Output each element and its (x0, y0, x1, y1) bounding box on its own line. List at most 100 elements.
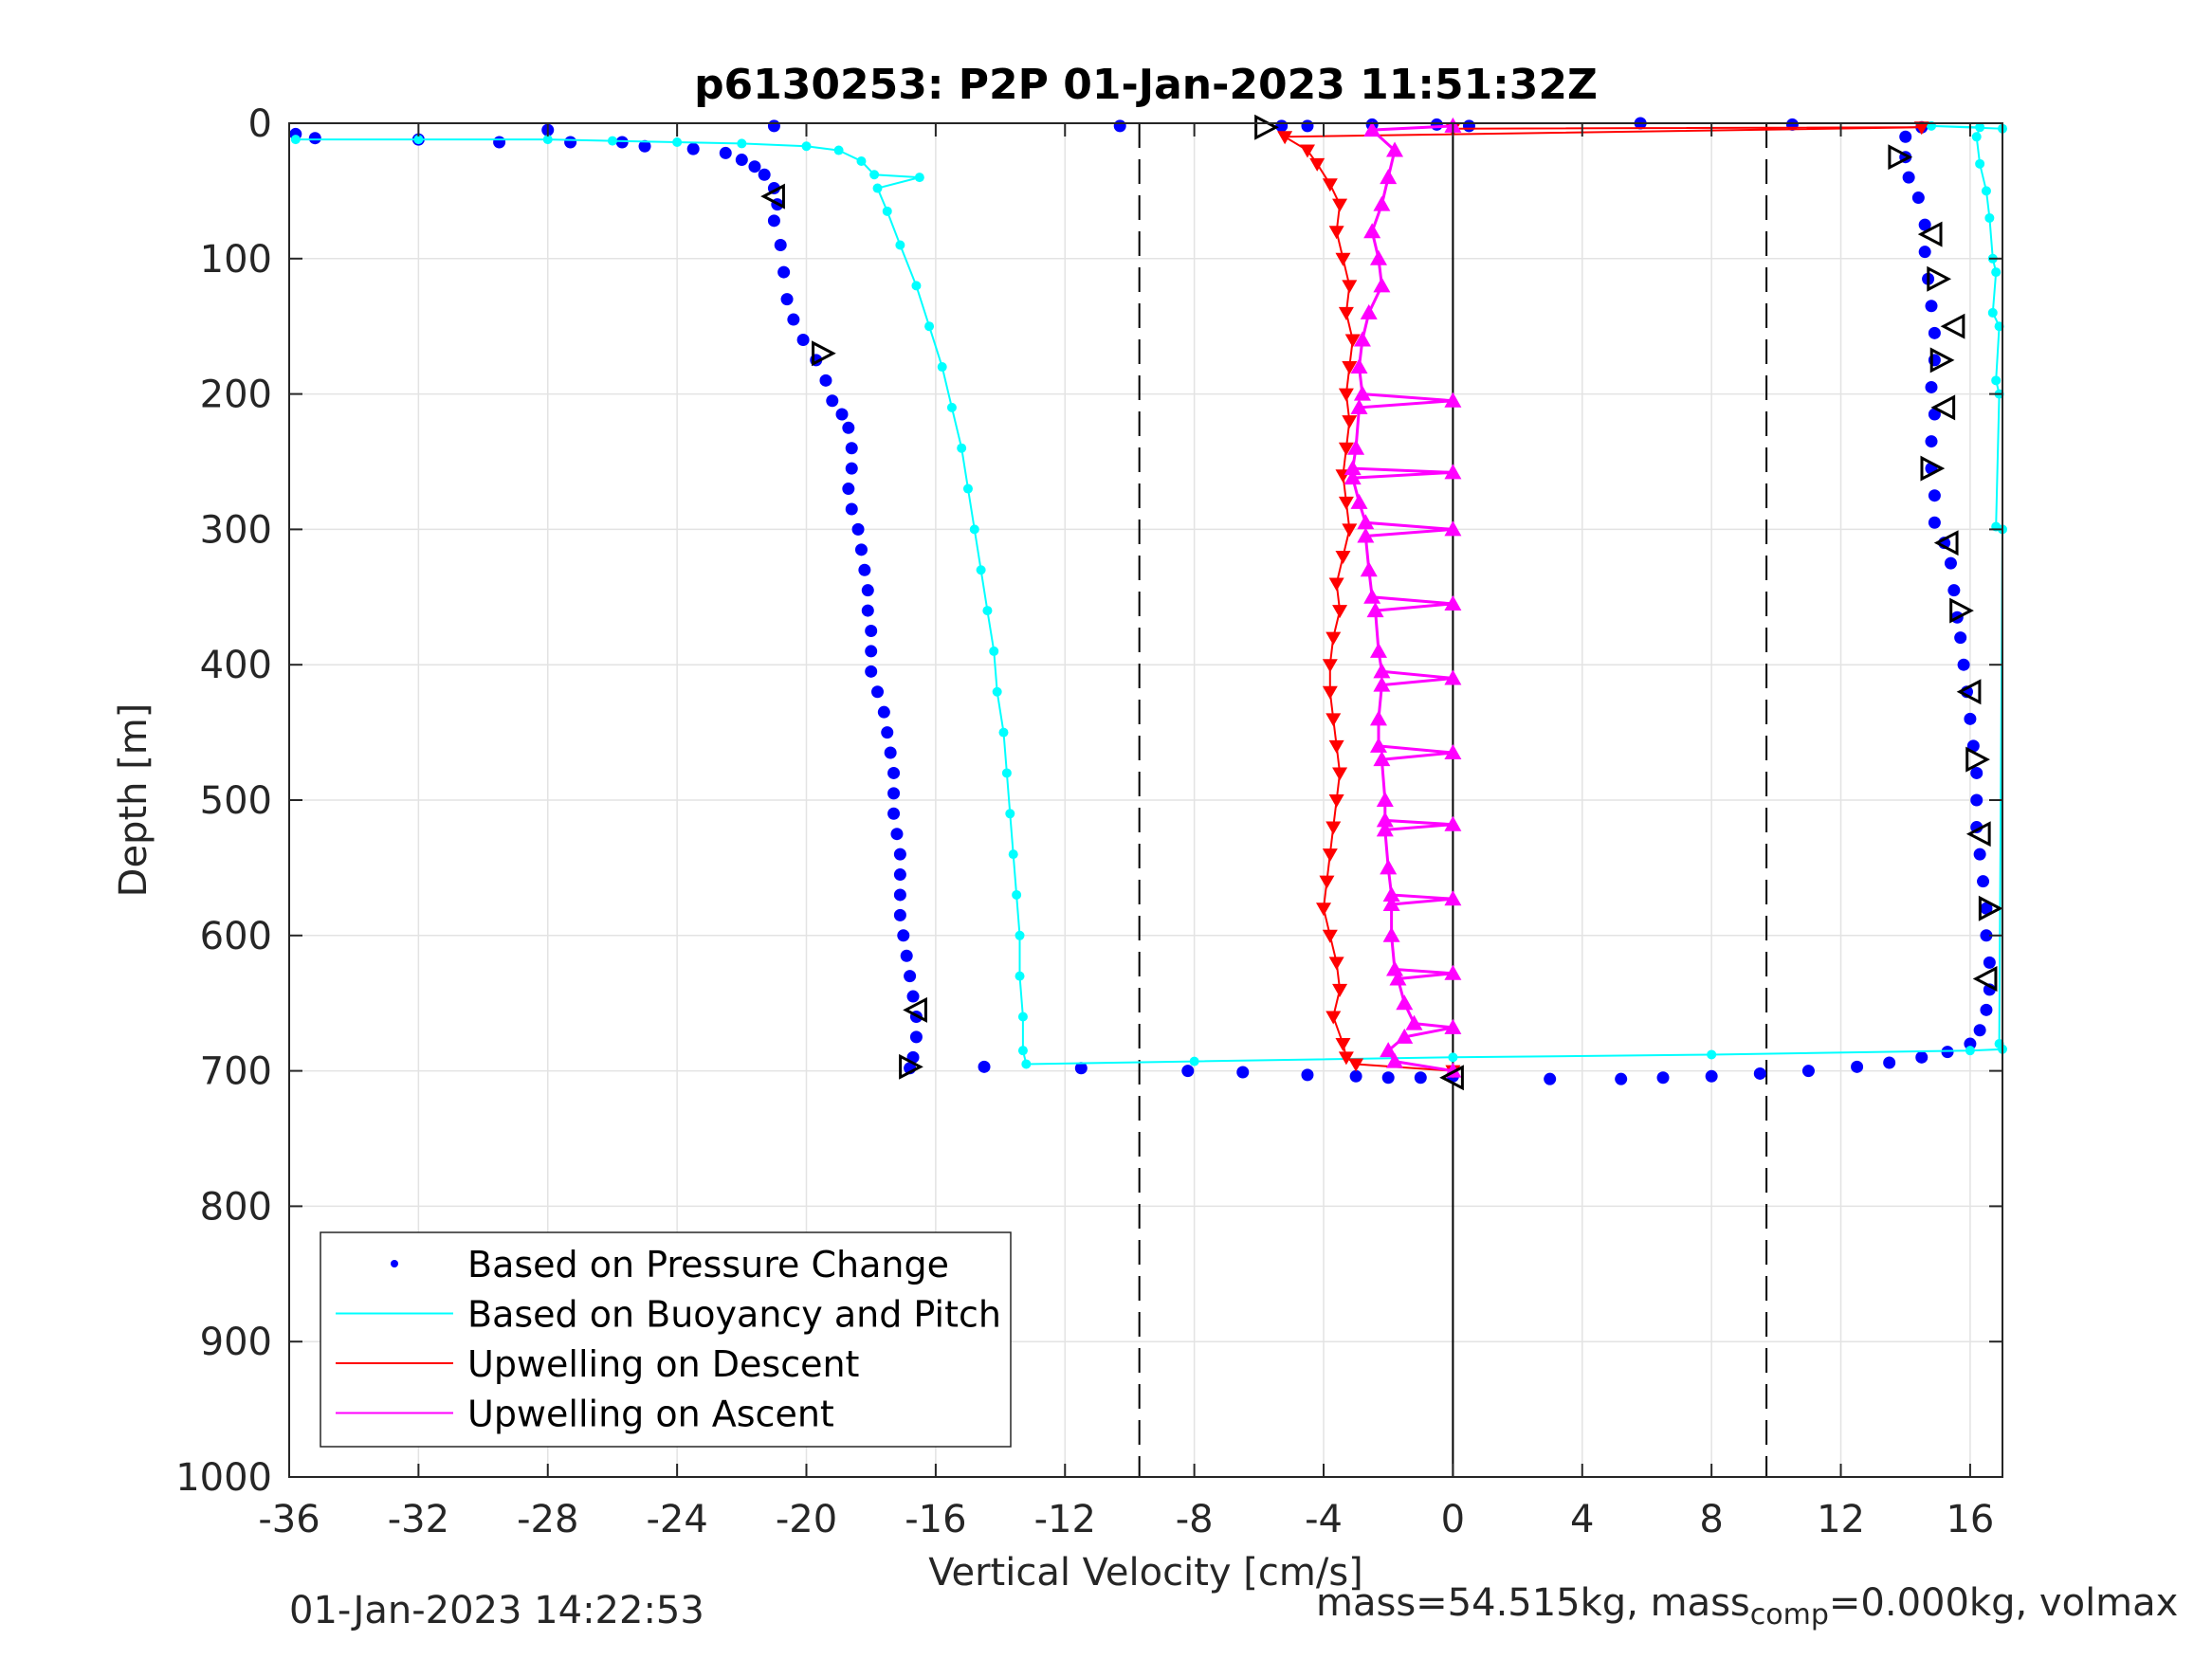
data-point (1360, 303, 1378, 319)
data-point (887, 787, 901, 800)
data-point (1015, 971, 1025, 981)
x-tick-label: 12 (1817, 1498, 1865, 1541)
data-point (845, 502, 858, 516)
data-point (1980, 902, 1993, 915)
data-point (1325, 1011, 1342, 1025)
data-point (1444, 1018, 1462, 1034)
data-point (1376, 792, 1394, 807)
y-tick-label: 500 (200, 779, 272, 823)
reference-lines (1138, 123, 1768, 1477)
data-point (735, 154, 748, 167)
data-point (1405, 1014, 1423, 1030)
data-point (1925, 300, 1938, 313)
data-point (1444, 392, 1462, 408)
data-point (1335, 252, 1351, 266)
data-point (1338, 388, 1354, 402)
x-tick-label: -20 (776, 1498, 837, 1541)
y-tick-label: 600 (200, 915, 272, 958)
data-point (1350, 493, 1368, 509)
data-point (893, 868, 906, 882)
data-point (1957, 658, 1970, 671)
data-point (1328, 957, 1344, 971)
data-point (906, 990, 920, 1003)
profile-marker (903, 996, 927, 1023)
data-point (1973, 848, 1986, 861)
x-tick-label: -12 (1034, 1498, 1096, 1541)
axis-ticks: -36 -32 -28 -24 -20 -16 -12 -8 -4 0 4 8 12 16 0 100 200 3… (175, 102, 2002, 1541)
data-point (978, 1060, 991, 1073)
data-point (1925, 380, 1938, 393)
data-point (1444, 815, 1462, 831)
data-point (865, 665, 878, 678)
data-point (865, 625, 878, 637)
data-point (1189, 1056, 1199, 1066)
data-point (872, 183, 883, 193)
data-point (1396, 994, 1414, 1011)
data-point (1181, 1065, 1195, 1078)
data-point (900, 949, 913, 962)
data-point (904, 970, 917, 983)
data-point (1707, 1049, 1717, 1060)
x-tick-label: -36 (258, 1498, 320, 1541)
data-point (1975, 158, 1985, 169)
data-point (1299, 144, 1315, 158)
legend-swatch (391, 1260, 398, 1267)
data-point (290, 135, 301, 145)
data-point (1338, 306, 1354, 320)
data-point (758, 168, 771, 181)
profile-marker (1972, 966, 1998, 992)
data-point (686, 142, 700, 155)
data-point (1444, 594, 1462, 611)
data-point (1369, 737, 1387, 753)
data-point (1928, 516, 1941, 529)
data-point (914, 173, 924, 183)
data-point (982, 606, 993, 616)
footer-mass-info: mass=54.515kg, masscomp=0.000kg, volmax (1316, 1581, 2178, 1632)
profile-marker (1933, 530, 1959, 556)
data-point (861, 584, 874, 597)
data-point (1338, 442, 1354, 456)
data-point (845, 462, 858, 475)
data-point (865, 645, 878, 658)
data-point (1915, 1050, 1929, 1064)
data-point (777, 265, 791, 279)
data-point (780, 293, 794, 306)
legend: Based on Pressure Change Based on Buoyanc… (320, 1231, 1012, 1448)
x-tick-label: -8 (1176, 1498, 1214, 1541)
data-point (1332, 198, 1348, 212)
y-tick-label: 700 (200, 1050, 272, 1094)
profile-marker (1949, 597, 1974, 624)
data-point (969, 524, 979, 535)
data-point (989, 646, 999, 656)
data-point (1444, 669, 1462, 685)
profile-marker (1978, 895, 2003, 921)
data-point (893, 888, 906, 902)
legend-label: Upwelling on Descent (467, 1343, 859, 1385)
data-point (1382, 885, 1400, 902)
data-point (1319, 875, 1335, 889)
data-point (1369, 249, 1387, 265)
data-point (1918, 246, 1931, 259)
data-point (1350, 398, 1368, 414)
data-point (1328, 794, 1344, 808)
data-point (1322, 659, 1338, 673)
profile-marker (1927, 265, 1952, 292)
data-point (1353, 385, 1371, 401)
data-point (845, 442, 858, 455)
data-point (748, 160, 761, 173)
data-point (833, 145, 844, 155)
data-point (1615, 1072, 1628, 1085)
data-point (851, 522, 865, 536)
data-point (887, 766, 901, 779)
x-tick-label: -24 (646, 1498, 707, 1541)
data-point (835, 408, 849, 421)
y-axis-label: Depth [m] (112, 703, 155, 898)
data-point (1971, 132, 1982, 142)
x-tick-label: 0 (1441, 1498, 1465, 1541)
legend-entry: Based on Pressure Change (391, 1244, 949, 1285)
data-point (1342, 523, 1358, 538)
data-point (1902, 171, 1915, 184)
data-point (871, 685, 885, 699)
data-point (1325, 631, 1342, 646)
data-point (1983, 956, 1996, 969)
